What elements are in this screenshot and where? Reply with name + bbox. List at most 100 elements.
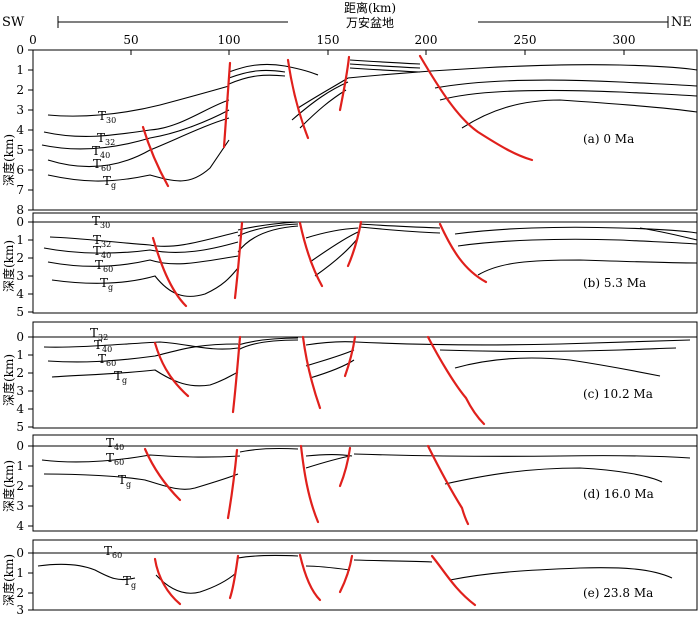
y-axis: 0 1 2 3 4 5 6 7 8 深度(km) (1, 43, 33, 217)
horizon-label: Tg (103, 174, 116, 190)
horizon-label: T30 (92, 214, 110, 230)
horizon-label: T32 (93, 233, 111, 249)
horizon-labels: T30 T32 T40 T60 Tg (92, 214, 113, 292)
y-tick-label: 4 (16, 287, 24, 301)
horizon-right-2 (457, 238, 698, 247)
panel-a: 0 1 2 3 4 5 6 7 8 深度(km) (1, 43, 698, 217)
fault-line (298, 553, 322, 602)
horizon-block1-3 (228, 74, 286, 85)
depth-axis-label: 深度(km) (1, 134, 16, 186)
horizon-block3-1 (349, 59, 421, 65)
horizon-right-3 (461, 99, 698, 129)
horizon-right-3 (477, 259, 698, 276)
horizon-label: T60 (93, 157, 111, 173)
fault-line (151, 236, 188, 308)
y-tick-label: 0 (16, 439, 24, 453)
horizon-labels: T40 T60 Tg (106, 436, 131, 489)
horizon-label: Tg (123, 574, 136, 590)
fault-line (346, 220, 363, 268)
fault-line (153, 557, 182, 606)
y-tick-label: 4 (16, 123, 24, 137)
y-axis: 0 1 2 3 4 5 深度(km) (1, 330, 33, 434)
y-tick-label: 3 (16, 603, 24, 617)
horizon-labels: T60 Tg (104, 544, 136, 590)
panel-caption: (b) 5.3 Ma (583, 276, 646, 290)
horizon-block3 (353, 559, 433, 563)
y-tick-label: 2 (16, 479, 24, 493)
horizon-block1-2 (237, 223, 299, 237)
y-tick-label: 7 (16, 183, 24, 197)
horizon-right-1 (355, 339, 691, 346)
panel-frame (32, 321, 698, 429)
horizons (33, 552, 697, 594)
horizon-block3-2 (349, 63, 421, 69)
horizon-label: T30 (98, 109, 116, 125)
x-tick-label: 200 (415, 33, 438, 47)
fault-line (226, 448, 239, 520)
y-tick-label: 2 (16, 366, 24, 380)
horizon-t60 (47, 255, 239, 267)
horizon-tg-basin (155, 572, 237, 594)
y-tick-label: 2 (16, 83, 24, 97)
panel-caption: (d) 16.0 Ma (583, 487, 654, 501)
fault-line (286, 58, 310, 140)
y-tick-label: 1 (16, 233, 24, 247)
y-tick-label: 3 (16, 499, 24, 513)
horizon-right-1 (353, 453, 691, 459)
basin-name: 万安盆地 (346, 15, 394, 30)
horizon-label: T60 (98, 352, 116, 368)
y-tick-label: 4 (16, 519, 24, 533)
panel-frame (32, 539, 698, 611)
horizon-right-2 (439, 89, 698, 101)
depth-axis-label: 深度(km) (1, 460, 16, 512)
horizon-t60 (41, 454, 241, 463)
horizon-label: T32 (97, 131, 115, 147)
y-tick-label: 3 (16, 103, 24, 117)
y-tick-label: 3 (16, 269, 24, 283)
horizons (33, 336, 697, 387)
x-tick-label: 0 (29, 33, 37, 47)
horizon-right (449, 567, 673, 581)
x-tick-label: 50 (123, 33, 138, 47)
horizons (41, 59, 698, 182)
horizon-right-1 (434, 79, 698, 89)
faults (141, 54, 534, 188)
y-tick-label: 5 (16, 305, 24, 319)
panel-e: 0 1 2 3 深度(km) T60 Tg (e) 23.8 Ma (1, 539, 698, 617)
y-tick-label: 0 (16, 43, 24, 57)
panel-caption: (e) 23.8 Ma (583, 586, 653, 600)
horizon-block3-3 (349, 67, 421, 73)
fault-line (338, 554, 354, 594)
direction-ne: NE (671, 15, 692, 30)
fault-line (301, 335, 322, 410)
fault-line (343, 335, 357, 378)
horizon-block2 (305, 565, 351, 571)
y-tick-label: 1 (16, 63, 24, 77)
horizon-label: T40 (92, 144, 110, 160)
horizon-t32 (49, 231, 239, 247)
fault-line (233, 221, 244, 300)
panel-caption: (c) 10.2 Ma (583, 387, 653, 401)
horizon-block2-1 (305, 341, 357, 346)
horizon-right-2 (444, 467, 663, 485)
header: SW NE 距离(km) 万安盆地 0 50 100 150 200 250 3… (2, 0, 692, 47)
horizon-right-3 (454, 357, 661, 377)
y-tick-label: 3 (16, 384, 24, 398)
x-ticks (130, 50, 625, 55)
y-axis: 0 1 2 3 4 深度(km) (1, 439, 33, 533)
horizon-label: T60 (95, 258, 113, 274)
horizon-label: T32 (90, 326, 108, 342)
x-tick-label: 150 (317, 33, 340, 47)
horizon-block1-1 (228, 63, 319, 76)
panel-caption: (a) 0 Ma (583, 132, 634, 146)
y-tick-label: 2 (16, 251, 24, 265)
y-tick-label: 0 (16, 215, 24, 229)
horizon-t40 (43, 241, 239, 254)
y-tick-label: 1 (16, 348, 24, 362)
horizons (33, 445, 697, 490)
distance-title: 距离(km) (344, 0, 396, 15)
horizon-tg (43, 473, 239, 490)
horizon-t30-right (347, 64, 698, 79)
horizon-block1-1 (237, 337, 299, 346)
